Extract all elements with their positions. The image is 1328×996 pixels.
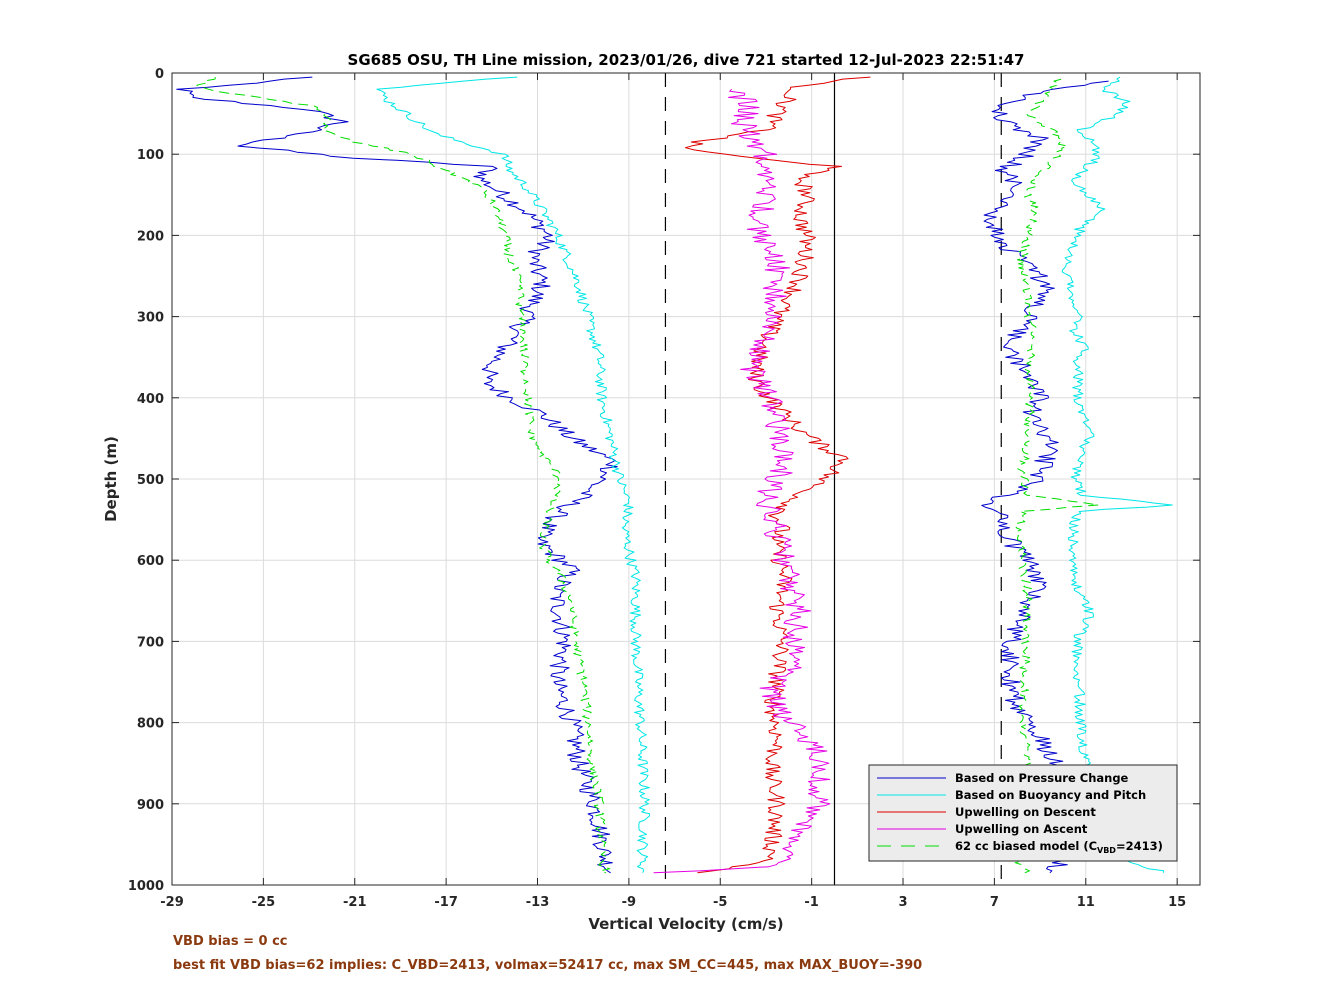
legend-label: Based on Pressure Change — [955, 771, 1129, 785]
x-tick-label: 7 — [990, 895, 999, 910]
x-tick-label: -21 — [343, 895, 367, 910]
grid — [171, 72, 1200, 886]
y-axis-label: Depth (m) — [102, 436, 120, 522]
series-line — [981, 80, 1109, 874]
best-fit-note: best fit VBD bias=62 implies: C_VBD=2413… — [173, 958, 923, 973]
reference-lines — [664, 73, 1002, 885]
series-line — [1061, 76, 1173, 873]
vbd-bias-note: VBD bias = 0 cc — [173, 934, 288, 949]
y-tick-label: 700 — [137, 635, 164, 650]
x-tick-label: -5 — [713, 895, 727, 910]
series-lines — [176, 76, 1173, 874]
x-tick-label: -9 — [622, 895, 636, 910]
legend: Based on Pressure Change Based on Buoyanc… — [868, 764, 1178, 862]
x-tick-label: 11 — [1077, 895, 1095, 910]
x-tick-label: -1 — [804, 895, 818, 910]
x-tick-label: -13 — [526, 895, 550, 910]
chart-title: SG685 OSU, TH Line mission, 2023/01/26, … — [348, 51, 1025, 69]
x-tick-label: -29 — [160, 895, 184, 910]
y-tick-label: 800 — [137, 717, 164, 732]
y-tick-label: 900 — [137, 798, 164, 813]
series-line — [653, 88, 831, 874]
legend-label: Upwelling on Ascent — [955, 822, 1088, 836]
y-tick-label: 300 — [137, 311, 164, 326]
series-line — [684, 76, 871, 874]
series-line — [176, 76, 618, 874]
y-tick-label: 600 — [137, 554, 164, 569]
y-tick-label: 0 — [155, 67, 164, 82]
legend-label: 62 cc biased model (CVBD=2413) — [955, 839, 1163, 855]
x-tick-label: 3 — [898, 895, 907, 910]
y-tick-label: 100 — [137, 148, 164, 163]
series-line — [376, 76, 651, 874]
y-tick-label: 500 — [137, 473, 164, 488]
x-axis-label: Vertical Velocity (cm/s) — [588, 915, 783, 933]
x-tick-label: -25 — [252, 895, 276, 910]
legend-box — [868, 764, 1178, 862]
legend-label: Based on Buoyancy and Pitch — [955, 788, 1146, 802]
y-tick-label: 400 — [137, 392, 164, 407]
x-tick-label: -17 — [434, 895, 458, 910]
series-line — [196, 77, 611, 874]
y-tick-label: 1000 — [128, 879, 164, 894]
axis-ticks: -29 -25 -21 -17 -13 -9 -5 -1 3 7 11 150100200300400… — [128, 67, 1200, 910]
x-tick-label: 15 — [1168, 895, 1186, 910]
legend-label: Upwelling on Descent — [955, 805, 1096, 819]
y-tick-label: 200 — [137, 229, 164, 244]
